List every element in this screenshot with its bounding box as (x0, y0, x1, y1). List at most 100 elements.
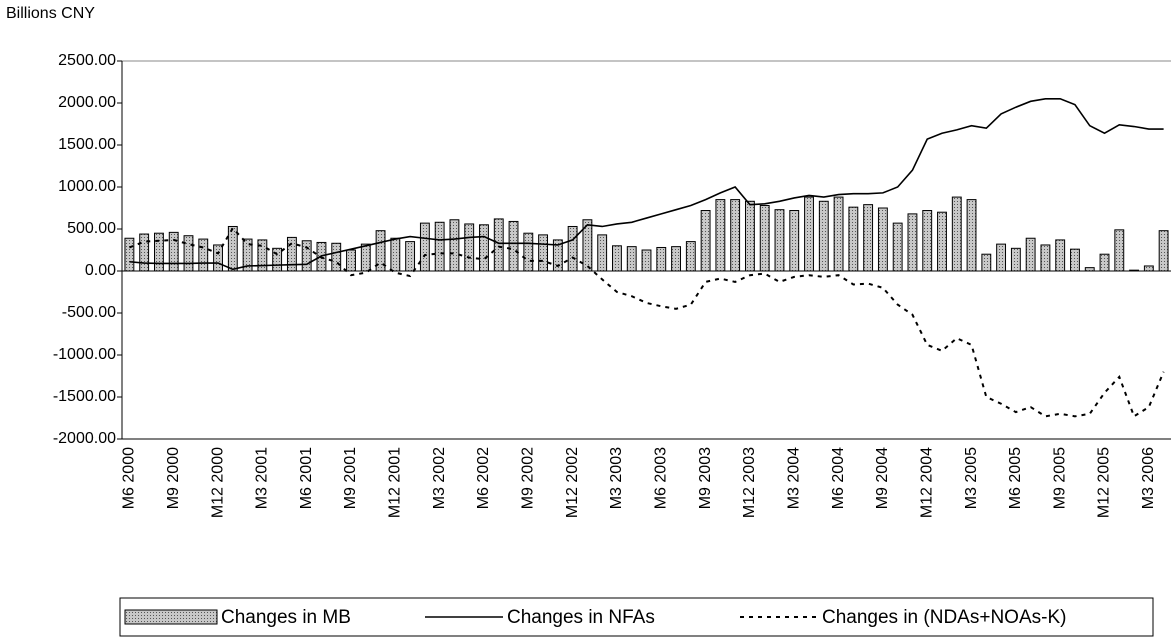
bar (730, 199, 741, 272)
bar (538, 234, 549, 272)
bar (419, 222, 430, 272)
line-solid (129, 98, 1164, 271)
bar (863, 204, 874, 272)
bar (671, 246, 681, 272)
y-tick-label: 0.00 (85, 262, 116, 279)
bar (360, 243, 371, 272)
y-tick-label: 500.00 (67, 220, 116, 237)
x-tick-label: M6 2004 (830, 447, 847, 509)
x-tick-label: M9 2000 (165, 447, 182, 509)
bar (1158, 230, 1169, 272)
bar (582, 219, 593, 272)
legend-swatch (124, 609, 218, 625)
line-dashed (129, 226, 1165, 418)
bar (257, 239, 268, 272)
y-tick-label: 1000.00 (58, 178, 116, 195)
x-tick-label: M9 2005 (1051, 447, 1068, 509)
bar (434, 221, 445, 272)
y-tick-label: 1500.00 (58, 136, 116, 153)
bar (1129, 269, 1139, 272)
bar (937, 211, 947, 272)
bar (1114, 229, 1125, 272)
x-tick-label: M6 2005 (1007, 447, 1024, 509)
bar (346, 249, 356, 272)
bar (833, 196, 844, 272)
legend-box (119, 597, 1154, 637)
bar (139, 233, 150, 272)
bar (818, 200, 829, 272)
bar (168, 231, 179, 272)
bar (715, 199, 726, 272)
x-tick-label: M12 2003 (741, 447, 758, 518)
bar (198, 238, 209, 272)
x-tick-label: M6 2001 (298, 447, 315, 509)
bar (1099, 253, 1110, 272)
bar (1010, 247, 1021, 272)
x-tick-label: M12 2000 (209, 447, 226, 518)
bar (508, 220, 519, 272)
bar (892, 222, 903, 272)
bar (405, 241, 416, 272)
x-tick-label: M9 2003 (697, 447, 714, 509)
bar (641, 249, 652, 272)
bar (685, 241, 696, 272)
x-tick-label: M6 2002 (475, 447, 492, 509)
bar (301, 240, 312, 272)
bar (1084, 267, 1095, 272)
y-tick-label: -1500.00 (53, 388, 116, 405)
bar (227, 225, 238, 272)
x-tick-label: M9 2002 (520, 447, 537, 509)
x-tick-label: M3 2002 (431, 447, 448, 509)
y-axis-label: Billions CNY (6, 5, 95, 22)
x-tick-label: M3 2006 (1140, 447, 1157, 509)
legend-label: Changes in NFAs (507, 607, 655, 628)
x-tick-label: M6 2003 (652, 447, 669, 509)
x-tick-label: M6 2000 (121, 447, 138, 509)
bar (744, 200, 755, 272)
bar (774, 209, 785, 272)
x-tick-label: M9 2004 (874, 447, 891, 509)
x-tick-label: M12 2001 (387, 447, 404, 518)
bar (493, 218, 504, 272)
bar (552, 239, 563, 272)
bar (804, 196, 814, 272)
x-tick-label: M12 2002 (564, 447, 581, 518)
bar (996, 243, 1007, 272)
x-tick-label: M3 2003 (608, 447, 625, 509)
bar (154, 232, 164, 272)
bar (523, 232, 534, 272)
bar (375, 230, 386, 272)
bar (286, 236, 297, 272)
bar (759, 204, 770, 272)
bar (626, 246, 637, 272)
bar (331, 242, 342, 272)
y-tick-label: 2000.00 (58, 94, 116, 111)
bar (1040, 244, 1051, 272)
bar (567, 225, 578, 272)
x-tick-label: M12 2004 (918, 447, 935, 518)
bar (390, 237, 401, 272)
bar (242, 238, 253, 272)
x-tick-label: M12 2005 (1096, 447, 1113, 518)
bar (464, 223, 475, 272)
bar (700, 210, 711, 272)
bar (1055, 239, 1066, 272)
bar (183, 235, 194, 272)
y-tick-label: -1000.00 (53, 346, 116, 363)
bar (951, 196, 962, 272)
bar (789, 210, 800, 272)
legend-label: Changes in (NDAs+NOAs-K) (822, 607, 1066, 628)
bar (1070, 248, 1080, 272)
bar (479, 224, 489, 272)
bar (981, 253, 992, 272)
bar (213, 244, 223, 272)
bar (966, 199, 977, 272)
x-tick-label: M3 2001 (254, 447, 271, 509)
x-tick-label: M3 2005 (963, 447, 980, 509)
y-tick-label: 2500.00 (58, 52, 116, 69)
bar (1025, 237, 1036, 272)
bar (907, 213, 918, 272)
bar (272, 247, 283, 272)
bar (656, 246, 667, 272)
